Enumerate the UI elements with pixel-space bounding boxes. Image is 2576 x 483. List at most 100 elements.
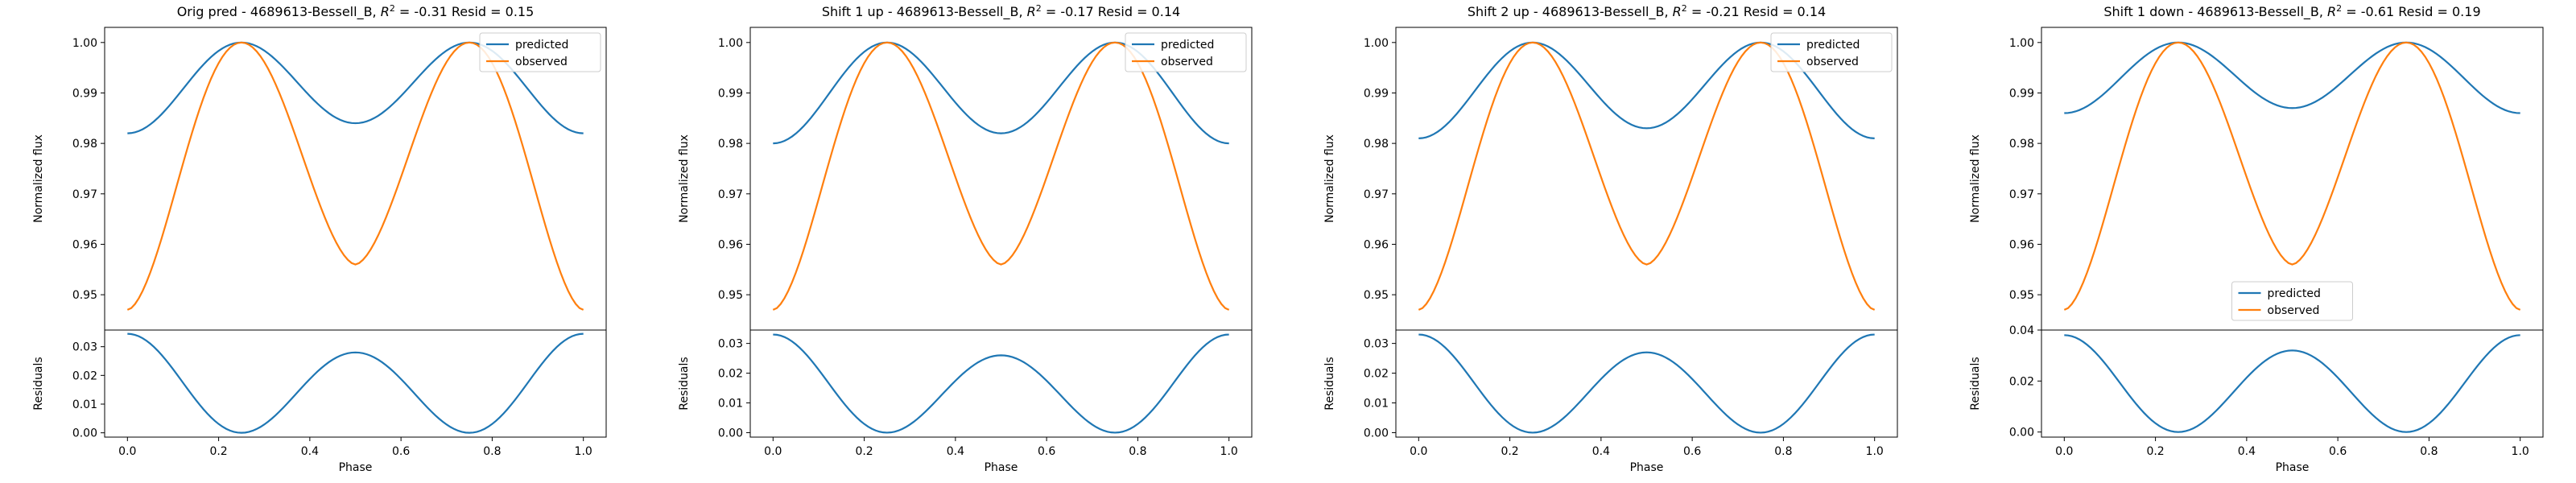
series-line-observed [772,41,1230,311]
chart-title-prefix: Shift 1 down - 4689613-Bessell_B, [2103,4,2327,20]
chart-title: Shift 2 up - 4689613-Bessell_B, R2 = -0.… [1468,3,1826,20]
top-axes-frame [749,27,1253,331]
chart-title-sup: 2 [2336,3,2342,14]
chart-title-sup: 2 [1036,3,1042,14]
chart-title-sup: 2 [390,3,395,14]
x-tick-label: 0.8 [2420,445,2438,458]
chart-title-r: R [1673,4,1682,19]
x-tick-label: 0.6 [392,445,410,458]
chart-title: Shift 1 down - 4689613-Bessell_B, R2 = -… [2103,3,2480,20]
x-tick-label: 0.0 [2055,445,2073,458]
y-axis-label-bottom: Residuals [1969,357,1982,410]
x-tick-label: 1.0 [2512,445,2529,458]
bottom-axes-frame [104,329,607,438]
y-tick-label-bottom: 0.03 [718,338,743,351]
y-tick-label-top: 0.99 [72,87,97,100]
legend-box [2231,281,2353,321]
chart-panel: Orig pred - 4689613-Bessell_B, R2 = -0.3… [32,3,607,474]
x-tick-label: 0.4 [301,445,319,458]
legend-box [479,32,601,72]
y-tick-label-top: 0.95 [718,289,743,302]
y-axis-label-top: Normalized flux [32,134,45,223]
x-tick-label: 0.6 [1683,445,1701,458]
series-line-residual [773,333,1229,434]
x-tick-label: 0.0 [118,445,136,458]
x-tick-label: 0.0 [764,445,782,458]
y-tick-label-bottom: 0.02 [72,369,97,382]
y-tick-label-top: 0.96 [1364,238,1389,251]
x-axis-label: Phase [1630,461,1664,474]
legend-label-observed: observed [1806,56,1859,68]
x-tick-label: 0.4 [1592,445,1610,458]
y-tick-label-bottom: 0.00 [1364,427,1389,440]
legend-label-observed: observed [1161,56,1213,68]
chart-title-suffix: = -0.61 Resid = 0.19 [2342,4,2480,19]
y-tick-label-top: 1.00 [72,37,97,50]
y-axis-label-bottom: Residuals [32,357,45,410]
chart-title-r: R [1027,4,1036,19]
y-axis-label-top: Normalized flux [678,134,691,223]
series-line-predicted [2064,41,2520,114]
y-tick-label-bottom: 0.03 [1364,338,1389,351]
y-tick-label-top: 0.98 [718,138,743,151]
y-tick-label-bottom: 0.00 [72,427,97,440]
y-tick-label-bottom: 0.04 [2009,324,2034,337]
bottom-axes-frame [749,329,1253,438]
y-tick-label-bottom: 0.01 [718,398,743,411]
x-tick-label: 0.4 [2238,445,2256,458]
series-line-residual [1418,333,1875,434]
y-tick-label-top: 0.95 [2009,289,2034,302]
x-tick-label: 1.0 [1220,445,1238,458]
series-line-observed [1418,41,1876,311]
y-axis-label-top: Normalized flux [1969,134,1982,223]
bottom-axes-frame [1395,329,1898,438]
x-tick-label: 0.6 [1038,445,1055,458]
chart-title-r: R [2327,4,2336,19]
y-tick-label-bottom: 0.01 [1364,398,1389,411]
x-axis-label: Phase [985,461,1018,474]
legend-label-predicted: predicted [1161,39,1214,52]
y-axis-label-bottom: Residuals [1323,357,1336,410]
legend-box [1770,32,1893,72]
series-line-observed [2063,41,2521,311]
y-tick-label-bottom: 0.02 [2009,375,2034,388]
chart-panel: Shift 1 down - 4689613-Bessell_B, R2 = -… [1969,3,2544,474]
y-tick-label-top: 1.00 [718,37,743,50]
x-tick-label: 0.8 [483,445,501,458]
x-tick-label: 0.8 [1774,445,1792,458]
chart-title-suffix: = -0.21 Resid = 0.14 [1687,4,1826,19]
y-tick-label-bottom: 0.00 [718,427,743,440]
chart-title-suffix: = -0.31 Resid = 0.15 [395,4,534,19]
chart-title-prefix: Shift 1 up - 4689613-Bessell_B, [822,4,1027,20]
bottom-axes-frame [2041,329,2544,438]
series-line-residual [127,332,584,434]
legend-label-predicted: predicted [1806,39,1860,52]
x-axis-label: Phase [2276,461,2310,474]
x-tick-label: 0.2 [855,445,873,458]
legend-label-observed: observed [2268,304,2320,317]
y-tick-label-top: 0.95 [1364,289,1389,302]
legend-label-observed: observed [515,56,568,68]
y-tick-label-bottom: 0.00 [2009,427,2034,440]
y-tick-label-top: 0.98 [2009,138,2034,151]
chart-title: Shift 1 up - 4689613-Bessell_B, R2 = -0.… [822,3,1180,20]
legend-box [1125,32,1247,72]
x-tick-label: 0.2 [1501,445,1518,458]
x-tick-label: 0.2 [2146,445,2164,458]
x-axis-label: Phase [339,461,373,474]
x-tick-label: 1.0 [575,445,592,458]
y-tick-label-bottom: 0.03 [72,341,97,354]
chart-panel: Shift 1 up - 4689613-Bessell_B, R2 = -0.… [678,3,1253,474]
y-tick-label-top: 1.00 [1364,37,1389,50]
legend-label-predicted: predicted [2268,287,2321,300]
series-line-residual [2064,334,2520,433]
y-tick-label-top: 0.97 [718,188,743,201]
x-tick-label: 1.0 [1866,445,1884,458]
chart-title-prefix: Orig pred - 4689613-Bessell_B, [177,4,381,20]
y-tick-label-top: 0.98 [1364,138,1389,151]
y-tick-label-top: 0.96 [718,238,743,251]
chart-panel: Shift 2 up - 4689613-Bessell_B, R2 = -0.… [1323,3,1898,474]
y-tick-label-top: 0.99 [1364,87,1389,100]
y-tick-label-top: 0.96 [72,238,97,251]
